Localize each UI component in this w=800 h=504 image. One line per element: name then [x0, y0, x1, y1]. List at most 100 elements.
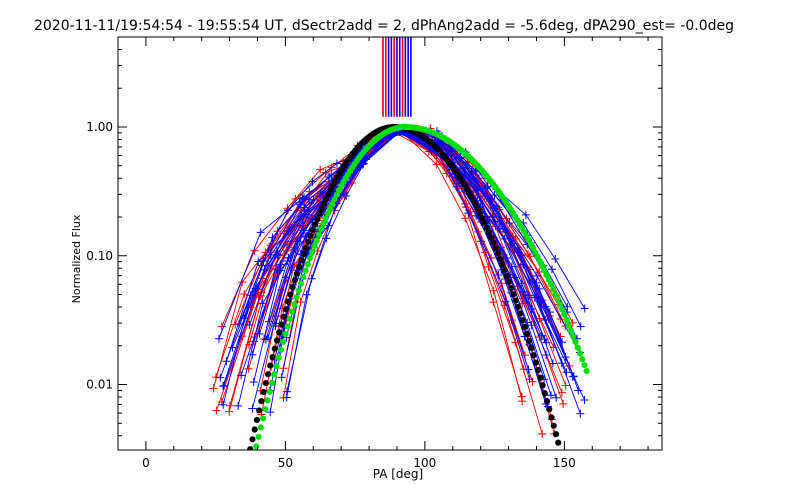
blue-point [480, 191, 489, 200]
blue-point [237, 371, 246, 380]
black-model-point [503, 272, 510, 280]
red-point [538, 429, 547, 438]
red-point [225, 401, 234, 410]
black-model-point [488, 234, 495, 241]
blue-point [258, 299, 267, 308]
red-point [217, 322, 226, 331]
green-model-point [266, 388, 273, 395]
blue-point [302, 290, 311, 299]
blue-point [501, 297, 510, 306]
blue-point [277, 373, 286, 382]
red-curve [263, 131, 543, 435]
green-model-point [543, 271, 550, 279]
black-model-point [512, 297, 519, 304]
red-point [561, 381, 570, 390]
green-model-point [288, 308, 296, 315]
green-model-point [579, 356, 586, 363]
black-model-point [314, 216, 321, 223]
black-model-point [506, 278, 513, 286]
blue-point [283, 206, 292, 215]
black-model-point [316, 210, 323, 218]
blue-point [580, 395, 589, 404]
green-model-point [255, 433, 262, 440]
black-model-point [514, 303, 522, 311]
black-model-point [305, 238, 312, 245]
green-model-point [297, 280, 305, 287]
blue-point [298, 221, 307, 230]
x-tick-label: 0 [142, 456, 150, 470]
blue-point [248, 350, 257, 359]
black-model-point [485, 229, 493, 236]
black-model-point [510, 291, 517, 298]
blue-point [261, 335, 270, 344]
green-model-point [306, 254, 314, 262]
green-model-group [253, 123, 590, 450]
blue-point [249, 377, 258, 386]
black-model-point [523, 330, 531, 337]
green-model-point [567, 327, 575, 334]
blue-point [219, 381, 228, 390]
black-model-point [253, 416, 261, 424]
blue-point [542, 351, 551, 360]
green-model-point [313, 237, 320, 244]
blue-point [580, 304, 589, 313]
blue-curve [286, 129, 529, 398]
plot-frame [117, 36, 663, 451]
black-model-point [537, 374, 544, 381]
green-model-point [271, 371, 278, 378]
blue-point [266, 408, 275, 417]
green-model-point [315, 231, 322, 238]
black-model-point [267, 362, 274, 369]
green-model-point [253, 443, 260, 450]
x-tick-label: 50 [278, 456, 293, 470]
blue-point [524, 365, 533, 374]
green-model-point [268, 379, 276, 386]
y-tick-label: 0.01 [86, 378, 113, 392]
blue-point [255, 329, 264, 338]
blue-point [259, 256, 268, 265]
green-model-point [273, 362, 280, 370]
red-point [559, 399, 568, 408]
green-model-point [554, 296, 561, 303]
black-model-point [276, 329, 283, 336]
blue-point [266, 250, 275, 259]
green-model-point [277, 346, 285, 353]
blue-point [305, 195, 314, 204]
red-curve [260, 131, 567, 415]
blue-point [332, 159, 341, 168]
black-model-point [318, 205, 325, 212]
blue-point [452, 182, 461, 191]
blue-point [547, 265, 556, 274]
black-model-point [552, 431, 560, 438]
blue-point [525, 375, 534, 384]
black-model-point [546, 406, 553, 413]
green-model-point [563, 316, 570, 324]
blue-point [327, 170, 336, 179]
black-model-point [323, 195, 330, 203]
red-point [517, 392, 526, 401]
green-model-point [293, 294, 300, 301]
blue-curve [267, 131, 581, 414]
black-model-point [501, 267, 508, 274]
blue-point [214, 334, 223, 343]
blue-point [216, 373, 225, 382]
black-model-point [300, 250, 307, 258]
green-model-point [257, 424, 264, 431]
blue-point [483, 182, 492, 191]
black-model-point [294, 270, 301, 277]
green-model-point [581, 361, 588, 369]
black-model-point [492, 244, 499, 252]
blue-point [301, 210, 310, 219]
blue-point [256, 228, 265, 237]
black-model-point [249, 436, 256, 443]
blue-point [228, 343, 237, 352]
black-model-point [535, 366, 542, 374]
blue-point [308, 177, 317, 186]
blue-point [245, 320, 254, 329]
green-model-point [275, 354, 282, 361]
black-model-point [548, 414, 555, 421]
axes: 0 50 100 150 0.01 0.10 1.00 [86, 36, 663, 470]
blue-point [494, 270, 503, 279]
black-model-point [302, 244, 310, 251]
